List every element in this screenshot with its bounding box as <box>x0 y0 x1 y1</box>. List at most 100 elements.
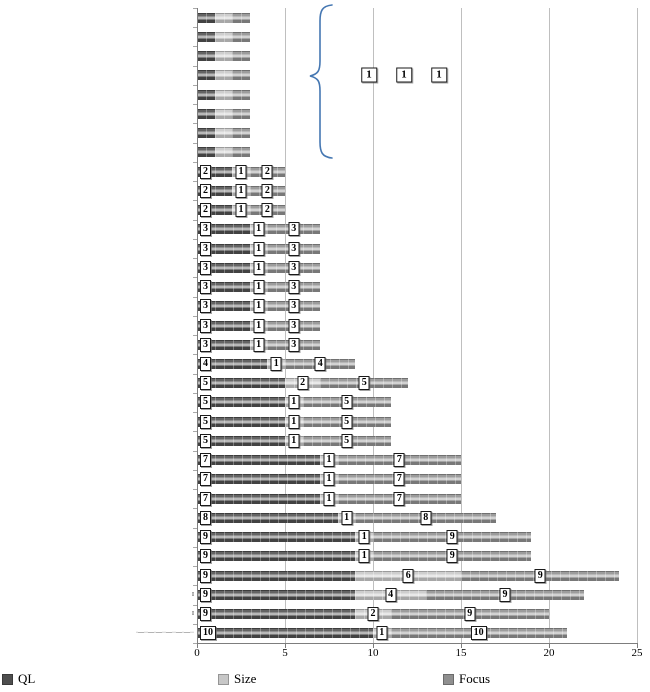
bar-segment-focus <box>232 70 250 81</box>
data-label-focus: 9 <box>499 587 511 602</box>
data-label-size: 1 <box>323 491 335 506</box>
bar-segment-ql <box>197 609 356 620</box>
annotation-label: 1 <box>431 67 447 83</box>
y-axis-tick <box>193 373 197 375</box>
x-gridline <box>637 8 638 643</box>
y-category-label: ·—··—·—··—··—·—·· <box>136 630 194 637</box>
x-axis-line <box>197 643 638 644</box>
data-label-ql: 3 <box>200 222 211 237</box>
data-label-ql: 5 <box>200 376 211 391</box>
bar-segment-ql <box>197 397 285 408</box>
data-label-ql: 7 <box>200 491 211 506</box>
data-label-size: 1 <box>288 433 300 448</box>
bar-segment-focus <box>232 51 250 62</box>
bar-segment-size <box>214 89 233 100</box>
data-label-size: 1 <box>358 549 370 564</box>
bar-segment-focus <box>232 12 250 23</box>
data-label-focus: 5 <box>358 376 370 391</box>
bar-segment-ql <box>197 358 268 369</box>
x-axis-tick-label: 20 <box>543 647 555 659</box>
data-label-ql: 9 <box>200 587 211 602</box>
bar-segment-ql <box>197 147 215 158</box>
bar-segment-focus <box>232 128 250 139</box>
y-category-label: I <box>192 591 194 598</box>
annotation-label: 1 <box>361 67 377 83</box>
data-label-focus: 9 <box>464 607 476 622</box>
data-label-ql: 8 <box>200 510 211 525</box>
y-axis-tick <box>193 508 197 510</box>
bar-segment-focus <box>232 89 250 100</box>
data-label-ql: 3 <box>200 337 211 352</box>
y-axis-tick <box>193 354 197 356</box>
data-label-focus: 5 <box>341 414 353 429</box>
legend-swatch-ql <box>2 673 13 685</box>
data-label-focus: 3 <box>288 318 300 333</box>
bar-segment-focus <box>232 147 250 158</box>
x-axis-tick-label: 25 <box>631 647 643 659</box>
annotation-label: 1 <box>396 67 412 83</box>
y-axis-tick <box>193 412 197 414</box>
bar-segment-ql <box>197 512 338 523</box>
y-axis-tick <box>193 277 197 279</box>
legend-item-focus: Focus <box>443 671 490 687</box>
y-axis-tick <box>193 200 197 202</box>
y-axis-tick <box>193 392 197 394</box>
data-label-size: 1 <box>270 356 282 371</box>
data-label-size: 1 <box>235 183 247 198</box>
y-axis-tick <box>193 527 197 529</box>
bar-segment-focus <box>232 108 250 119</box>
y-axis-tick <box>193 450 197 452</box>
legend-swatch-size <box>218 673 229 685</box>
bar-segment-ql <box>197 31 215 42</box>
y-axis-tick <box>193 8 197 9</box>
data-label-size: 4 <box>385 587 397 602</box>
y-axis-tick <box>193 104 197 106</box>
data-label-size: 1 <box>253 280 265 294</box>
y-axis-tick <box>193 181 197 183</box>
x-axis-tick <box>637 644 638 648</box>
legend-label-size: Size <box>234 671 257 686</box>
bar-segment-ql <box>197 205 233 216</box>
bar-segment-ql <box>197 339 250 350</box>
y-axis-tick <box>193 258 197 260</box>
bar-segment-ql <box>197 455 321 466</box>
y-axis-tick <box>193 431 197 433</box>
legend-swatch-focus <box>443 673 454 685</box>
x-axis-tick <box>285 644 286 648</box>
data-label-ql: 5 <box>200 433 211 448</box>
bar-segment-ql <box>197 628 373 639</box>
x-gridline <box>549 8 550 643</box>
data-label-size: 2 <box>297 376 309 391</box>
data-label-focus: 3 <box>288 299 300 314</box>
bar-segment-size <box>214 128 233 139</box>
data-label-focus: 3 <box>288 222 300 237</box>
data-label-ql: 3 <box>200 280 211 294</box>
data-label-focus: 7 <box>393 453 405 468</box>
data-label-size: 1 <box>323 453 335 468</box>
legend-item-ql: QL <box>2 671 35 687</box>
bar-segment-ql <box>197 551 356 562</box>
data-label-focus: 7 <box>393 491 405 506</box>
legend-label-focus: Focus <box>459 671 491 686</box>
data-label-focus: 5 <box>341 395 353 410</box>
bar-segment-size <box>214 147 233 158</box>
x-axis-tick-label: 0 <box>194 647 200 659</box>
bar-segment-ql <box>197 185 233 196</box>
data-label-ql: 2 <box>200 164 211 179</box>
y-axis-tick <box>193 335 197 337</box>
x-axis-tick <box>549 644 550 648</box>
bar-segment-ql <box>197 474 321 485</box>
bar-segment-focus <box>232 31 250 42</box>
legend-item-size: Size <box>218 671 256 687</box>
legend: QL Size Focus <box>0 669 650 689</box>
data-label-size: 1 <box>341 510 353 525</box>
x-gridline <box>461 8 462 643</box>
data-label-size: 1 <box>253 222 265 237</box>
grouping-brace-icon <box>309 4 333 159</box>
brace-path <box>309 4 333 159</box>
data-label-ql: 4 <box>200 356 211 371</box>
data-label-ql: 9 <box>200 607 211 622</box>
data-label-ql: 3 <box>200 318 211 333</box>
y-axis-tick <box>193 219 197 221</box>
